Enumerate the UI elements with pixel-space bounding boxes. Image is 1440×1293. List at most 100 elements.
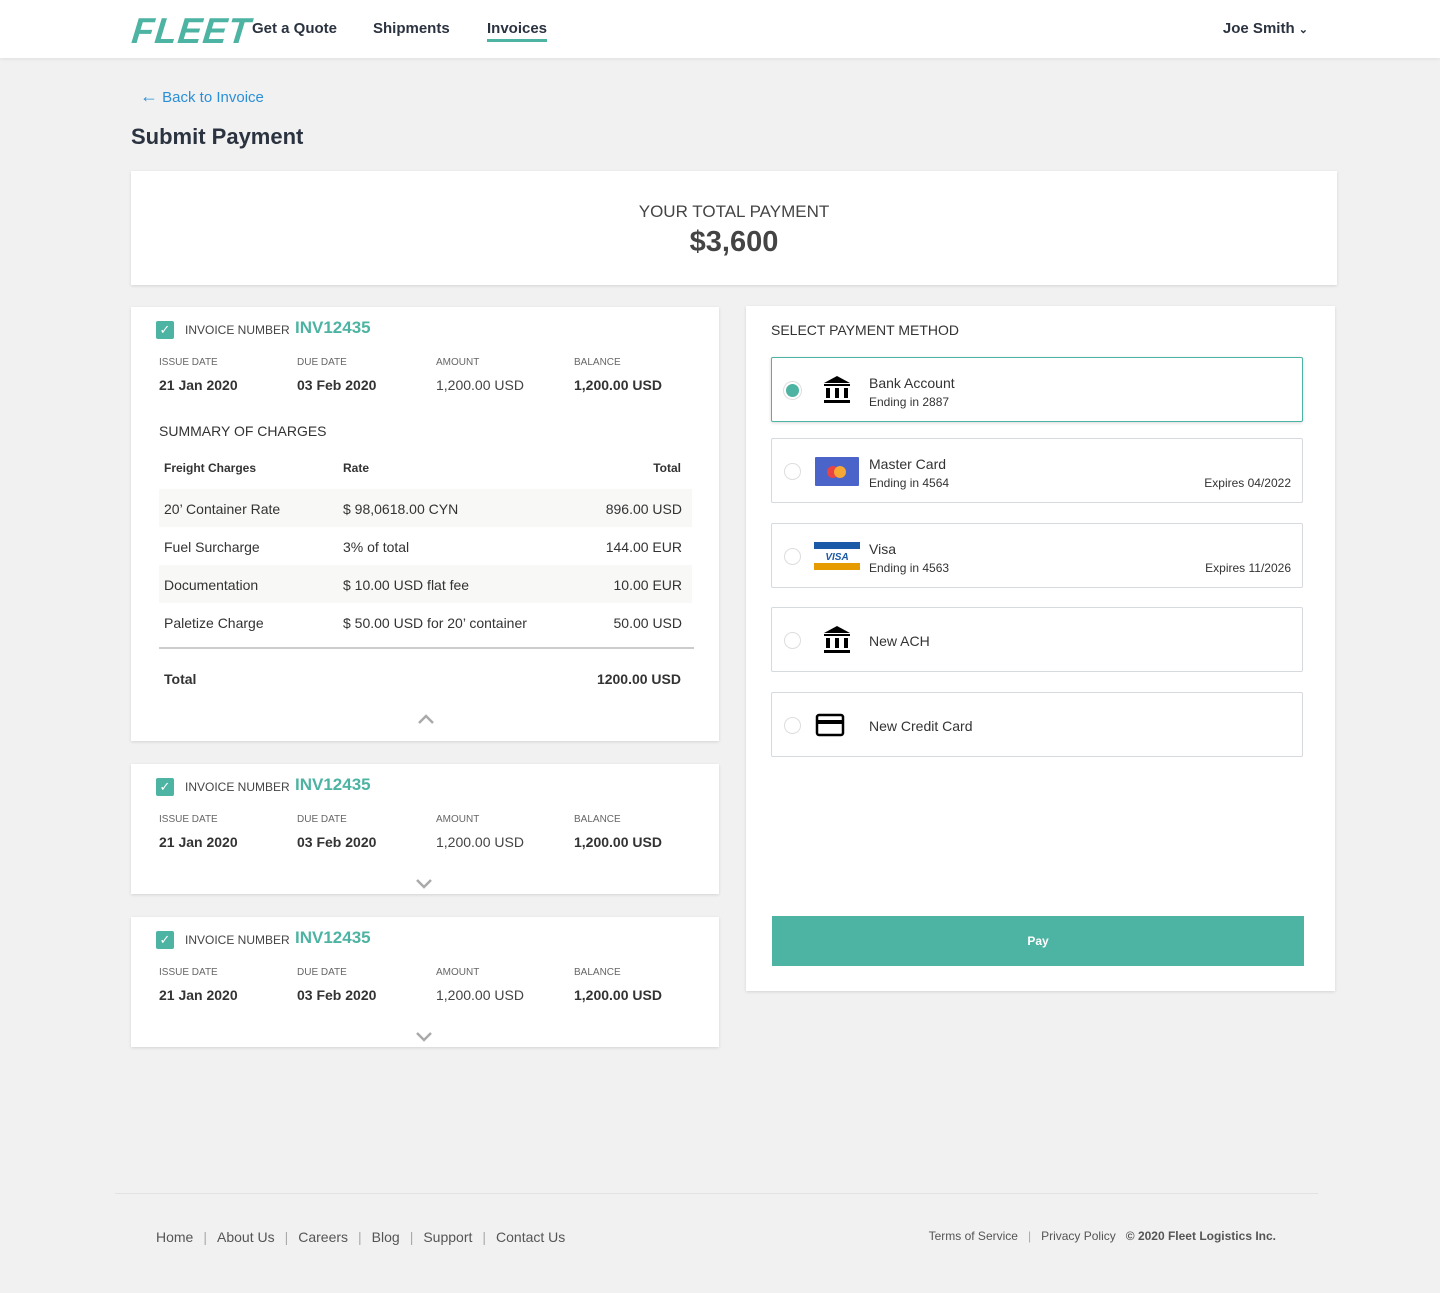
charge-rate: 3% of total [343,539,410,555]
radio-unselected[interactable] [784,548,801,565]
chevron-down-icon: ⌄ [1298,24,1308,36]
invoice-card: ✓ INVOICE NUMBER INV12435 ISSUE DATE DUE… [131,307,719,741]
fleet-logo[interactable]: FLEET [129,10,254,51]
invoice-checkbox[interactable]: ✓ [156,778,174,796]
balance-label: BALANCE [574,357,621,368]
balance: 1,200.00 USD [574,834,662,850]
nav-shipments[interactable]: Shipments [373,20,450,37]
visa-icon: VISA [814,542,860,570]
col-total: Total [653,461,681,475]
chevron-down-icon[interactable] [415,1027,432,1043]
footer-links: Home | About Us | Careers | Blog | Support | Conta… [156,1229,566,1245]
footer-divider [115,1193,1318,1194]
footer-link-about-us[interactable]: About Us [217,1229,275,1245]
amount: 1,200.00 USD [436,377,524,393]
payment-option-new-credit-card[interactable]: New Credit Card [771,692,1303,757]
method-ending: Ending in 4564 [869,476,950,490]
footer-link-careers[interactable]: Careers [298,1229,349,1245]
amount-label: AMOUNT [436,357,480,368]
invoice-number-label: INVOICE NUMBER [185,780,290,794]
radio-unselected[interactable] [784,632,801,649]
footer-legal: Terms of Service | Privacy Policy © 2020 Fl… [928,1229,1276,1243]
total-value: $3,600 [689,226,779,258]
charge-total: 10.00 EUR [613,577,682,593]
header: FLEET Get a Quote Shipments Invoices Joe… [0,0,1440,58]
privacy-policy-link[interactable]: Privacy Policy [1041,1229,1116,1243]
charge-name: Paletize Charge [164,615,264,631]
method-expires: Expires 04/2022 [1204,476,1291,490]
method-name: Master Card [869,456,947,472]
charge-rate: $ 10.00 USD flat fee [343,577,470,593]
due-date-label: DUE DATE [297,357,347,368]
invoice-number: INV12435 [295,318,371,337]
credit-card-icon [815,713,845,737]
chevron-down-icon[interactable] [415,874,432,890]
payment-method-title: SELECT PAYMENT METHOD [771,322,959,338]
amount-label: AMOUNT [436,814,480,825]
method-ending: Ending in 2887 [869,395,950,409]
payment-option-bank-account[interactable]: Bank Account Ending in 2887 [771,357,1303,422]
method-expires: Expires 11/2026 [1205,561,1291,575]
charge-rate: $ 98,0618.00 CYN [343,501,459,517]
balance-label: BALANCE [574,967,621,978]
footer-link-contact-us[interactable]: Contact Us [496,1229,566,1245]
payment-option-master-card[interactable]: Master Card Ending in 4564 Expires 04/20… [771,438,1303,503]
user-name: Joe Smith [1222,20,1295,37]
charge-total: 896.00 USD [605,501,682,517]
terms-of-service-link[interactable]: Terms of Service [928,1229,1018,1243]
radio-unselected[interactable] [784,717,801,734]
charge-total: 144.00 EUR [605,539,682,555]
chevron-up-icon[interactable] [417,709,434,725]
nav-get-a-quote[interactable]: Get a Quote [252,20,338,37]
user-menu[interactable]: Joe Smith ⌄ [1223,20,1308,37]
amount: 1,200.00 USD [436,834,524,850]
bank-icon [824,376,850,403]
invoice-checkbox[interactable]: ✓ [156,321,174,339]
nav-invoices[interactable]: Invoices [487,20,548,42]
radio-unselected[interactable] [784,463,801,480]
method-name: Visa [869,541,896,557]
divider [159,647,694,649]
back-label: Back to Invoice [162,89,264,106]
pay-button[interactable]: Pay [772,916,1304,966]
payment-method-panel: SELECT PAYMENT METHOD Bank Account Endin… [746,306,1335,991]
charge-name: 20’ Container Rate [164,501,281,517]
issue-date: 21 Jan 2020 [159,377,238,393]
method-name: Bank Account [869,375,955,391]
footer-link-support[interactable]: Support [423,1229,473,1245]
table-row: Paletize Charge $ 50.00 USD for 20’ conta… [159,603,692,641]
page-title: Submit Payment [131,124,304,149]
total-row-value: 1200.00 USD [596,671,681,687]
arrow-left-icon: ← [140,86,158,106]
copyright: © 2020 Fleet Logistics Inc. [1125,1229,1276,1243]
charge-rate: $ 50.00 USD for 20’ container [343,615,527,631]
invoice-number: INV12435 [295,928,371,947]
footer-link-home[interactable]: Home [156,1229,194,1245]
method-ending: Ending in 4563 [869,561,950,575]
invoice-checkbox[interactable]: ✓ [156,931,174,949]
table-row: Documentation $ 10.00 USD flat fee 10.00 E… [159,565,692,603]
issue-date-label: ISSUE DATE [159,967,218,978]
balance: 1,200.00 USD [574,987,662,1003]
balance-label: BALANCE [574,814,621,825]
method-name: New ACH [869,633,930,649]
issue-date: 21 Jan 2020 [159,834,238,850]
charge-name: Fuel Surcharge [164,539,260,555]
due-date-label: DUE DATE [297,967,347,978]
payment-option-new-ach[interactable]: New ACH [771,607,1303,672]
amount: 1,200.00 USD [436,987,524,1003]
charge-total: 50.00 USD [613,615,682,631]
charge-name: Documentation [164,577,259,593]
table-row: Fuel Surcharge 3% of total 144.00 EUR [159,527,692,565]
method-name: New Credit Card [869,718,973,734]
amount-label: AMOUNT [436,967,480,978]
total-payment-card: YOUR TOTAL PAYMENT $3,600 [131,171,1337,285]
back-to-invoice-link[interactable]: ← Back to Invoice [140,86,264,107]
radio-selected[interactable] [784,382,801,399]
footer-link-blog[interactable]: Blog [371,1229,400,1245]
invoice-number: INV12435 [295,775,371,794]
due-date: 03 Feb 2020 [297,834,377,850]
payment-option-visa[interactable]: VISA Visa Ending in 4563 Expires 11/2026 [771,523,1303,588]
col-rate: Rate [343,461,370,475]
table-row: 20’ Container Rate $ 98,0618.00 CYN 896.00… [159,489,692,527]
